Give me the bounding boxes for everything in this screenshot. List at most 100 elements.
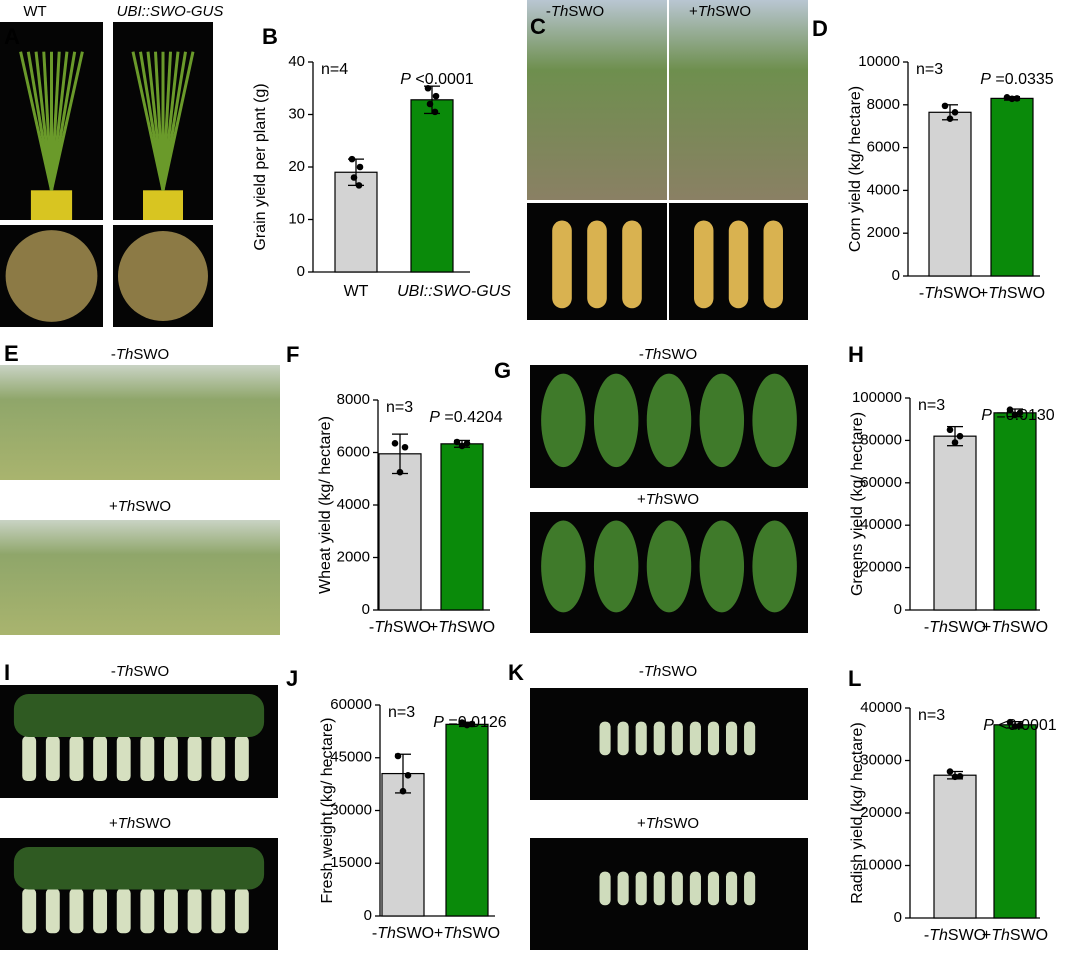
data-point: [956, 772, 964, 780]
photo-detail: [552, 220, 572, 309]
photo-detail: [22, 888, 37, 934]
photo-detail: [13, 846, 265, 890]
data-point: [951, 439, 959, 446]
y-tick-label: 40000: [860, 516, 902, 533]
bar: [993, 412, 1037, 611]
photo-detail: [587, 220, 607, 309]
bar: [410, 99, 454, 273]
y-tick-label: 30000: [860, 751, 902, 768]
photo-detail: [728, 220, 749, 309]
photo-detail: [646, 373, 692, 468]
y-tick-label: 45000: [330, 749, 372, 766]
photo-detail: [541, 373, 586, 468]
photo-detail: [599, 871, 611, 906]
data-point: [458, 442, 466, 450]
photo-detail: [13, 694, 265, 737]
photo-detail: [593, 520, 639, 613]
annotation: n=4: [321, 61, 348, 78]
y-axis-label: Grain yield per plant (g): [252, 83, 269, 250]
x-tick-label: -ThSWO: [369, 619, 431, 636]
bar: [381, 772, 425, 917]
data-point: [941, 102, 949, 110]
x-tick-label: +ThSWO: [979, 285, 1045, 302]
photo-label: UBI::SWO-GUS: [117, 3, 224, 20]
photo-detail: [671, 871, 683, 906]
data-point: [1011, 723, 1019, 730]
panel-letter: K: [508, 660, 524, 685]
data-point: [394, 752, 402, 760]
y-tick-label: 15000: [330, 854, 372, 871]
x-tick-label: WT: [344, 283, 369, 300]
y-tick-label: 60000: [860, 474, 902, 491]
data-point: [432, 92, 440, 100]
photo-label: -ThSWO: [111, 663, 169, 680]
data-point: [401, 443, 409, 451]
bar: [378, 453, 422, 611]
photo-detail: [752, 373, 797, 468]
photo-label: -ThSWO: [546, 3, 604, 20]
y-tick-label: 0: [894, 601, 902, 618]
y-tick-label: 10: [288, 210, 305, 227]
photo-detail: [671, 721, 683, 756]
data-point: [463, 440, 471, 447]
data-point: [1016, 409, 1024, 417]
photo-detail: [694, 220, 714, 309]
bar: [933, 435, 977, 611]
annotation: P =0.0126: [433, 714, 507, 731]
photo-detail: [617, 721, 629, 756]
panel-letter: C: [530, 14, 546, 39]
y-tick-label: 30000: [330, 801, 372, 818]
annotation: P =0.0130: [981, 407, 1055, 424]
photo-label: -ThSWO: [639, 663, 697, 680]
photo-detail: [69, 888, 84, 934]
x-tick-label: +ThSWO: [982, 927, 1048, 944]
y-axis-label: Fresh weight (kg/ hectare): [319, 718, 336, 904]
data-point: [431, 108, 439, 116]
photo-detail: [234, 735, 249, 782]
photo-detail: [234, 888, 249, 934]
data-point: [946, 768, 954, 775]
data-point: [350, 174, 358, 181]
photo-detail: [725, 871, 738, 906]
photo-detail: [116, 888, 131, 934]
y-tick-label: 0: [892, 267, 900, 284]
y-axis-label: Radish yield (kg/ hectare): [849, 722, 866, 903]
data-point: [391, 440, 399, 447]
photo: [669, 0, 808, 200]
x-tick-label: -ThSWO: [372, 925, 434, 942]
data-point: [951, 108, 959, 116]
data-point: [946, 115, 954, 123]
photo-detail: [140, 735, 155, 782]
photo: [530, 838, 808, 950]
photo-detail: [744, 871, 756, 906]
bar: [990, 97, 1034, 277]
y-axis-label: Greens yield (kg/ hectare): [849, 412, 866, 596]
photo-detail: [617, 871, 629, 906]
data-point: [1011, 411, 1019, 419]
photo-detail: [707, 721, 720, 756]
photo-label: +ThSWO: [109, 815, 171, 832]
photo-detail: [707, 871, 720, 906]
y-tick-label: 0: [297, 263, 305, 280]
panel-letter: H: [848, 342, 864, 367]
data-point: [453, 438, 461, 446]
data-point: [946, 426, 954, 434]
x-tick-label: +ThSWO: [429, 619, 495, 636]
y-tick-label: 100000: [852, 389, 902, 406]
photo-label: +ThSWO: [689, 3, 751, 20]
photo-label: +ThSWO: [109, 498, 171, 515]
data-point: [424, 84, 432, 92]
y-tick-label: 0: [894, 909, 902, 926]
y-tick-label: 40000: [860, 699, 902, 716]
photo-detail: [164, 888, 178, 934]
panel-letter: L: [848, 666, 861, 691]
photo-detail: [45, 888, 60, 934]
bar: [334, 171, 378, 273]
y-tick-label: 0: [364, 907, 372, 924]
photo-label: -ThSWO: [639, 346, 697, 363]
photo-detail: [599, 721, 611, 756]
photo-detail: [752, 520, 797, 613]
photo-detail: [93, 735, 108, 782]
panel-letter: G: [494, 358, 511, 383]
bar: [445, 723, 489, 917]
